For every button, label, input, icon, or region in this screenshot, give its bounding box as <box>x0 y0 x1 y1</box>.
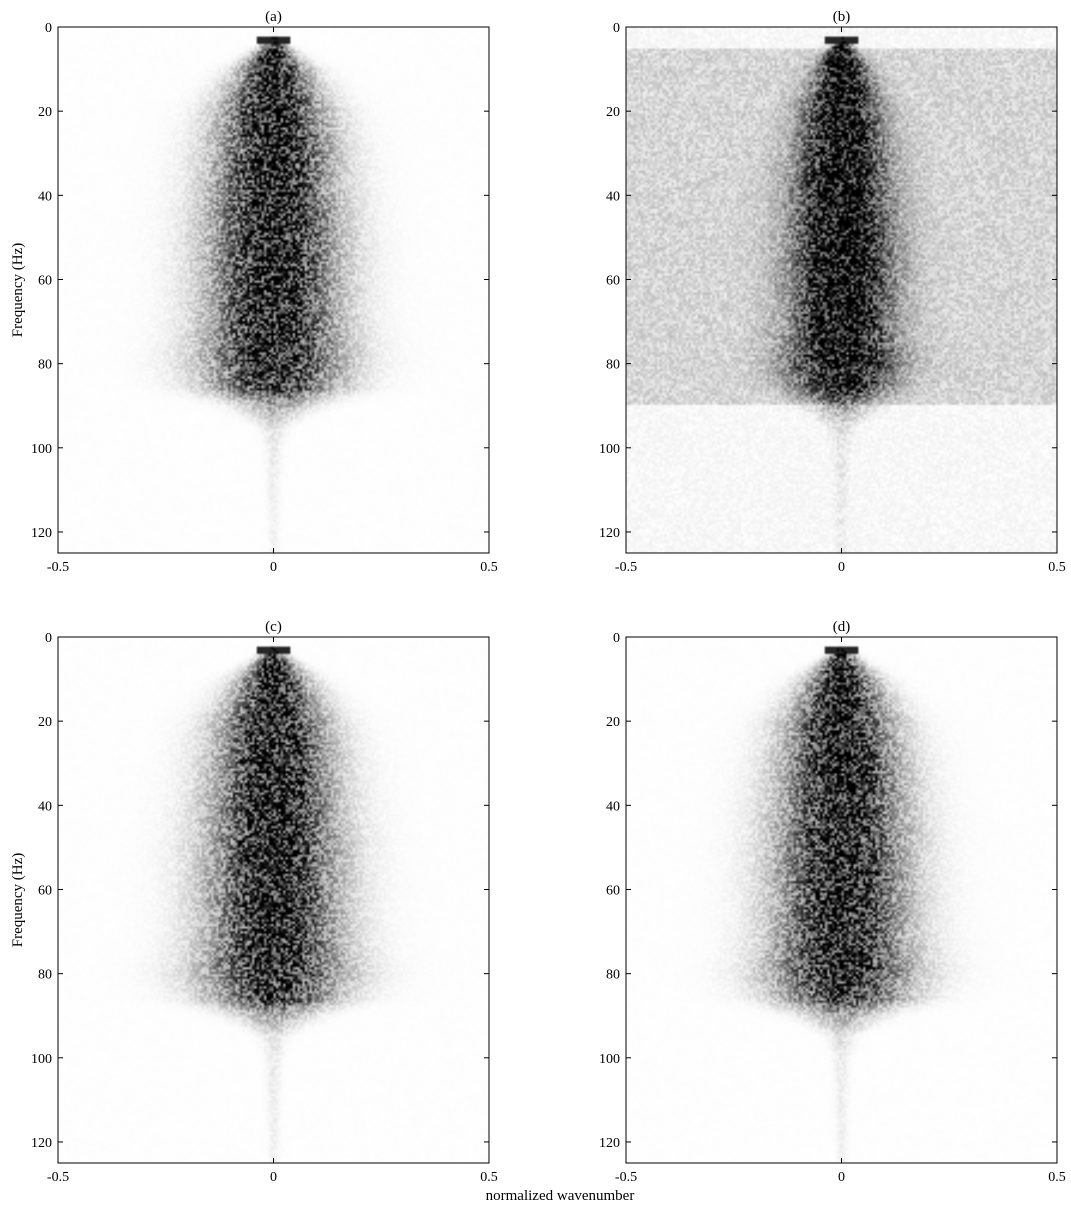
ytick-label: 20 <box>606 715 620 730</box>
panel-title: (a) <box>265 9 282 25</box>
ytick-label: 80 <box>38 968 52 983</box>
ytick-label: 120 <box>31 526 52 541</box>
xtick-label: -0.5 <box>615 560 637 575</box>
ytick-label: 60 <box>606 273 620 288</box>
xtick-label: 0.5 <box>1048 560 1066 575</box>
ytick-label: 60 <box>606 883 620 898</box>
xtick-label: 0.5 <box>480 1170 498 1185</box>
panel-4: 0 20 40 60 80 100 120 -0.5 0 0.5 (d) <box>599 619 1066 1185</box>
panel-title: (c) <box>265 619 282 635</box>
y-axis-title: Frequency (Hz) <box>10 243 26 338</box>
ytick-label: 100 <box>31 1052 52 1067</box>
ytick-label: 0 <box>613 631 620 646</box>
panel-2: 0 20 40 60 80 100 120 -0.5 0 0.5 (b) <box>599 9 1066 575</box>
panel-title: (d) <box>833 619 851 635</box>
xtick-label: 0 <box>270 560 277 575</box>
ytick-label: 120 <box>31 1136 52 1151</box>
heatmap-image-2 <box>626 27 1057 553</box>
ytick-label: 120 <box>599 1136 620 1151</box>
ytick-label: 20 <box>38 715 52 730</box>
xtick-label: -0.5 <box>615 1170 637 1185</box>
xtick-label: -0.5 <box>47 560 69 575</box>
ytick-label: 40 <box>38 189 52 204</box>
ytick-label: 20 <box>38 105 52 120</box>
figure-xlabel: normalized wavenumber <box>486 1188 635 1204</box>
ytick-label: 40 <box>38 799 52 814</box>
panel-1: 0 20 40 60 80 100 120 -0.5 0 0.5 (a) Frequency (Hz) <box>10 9 498 575</box>
ytick-label: 120 <box>599 526 620 541</box>
ytick-label: 80 <box>606 968 620 983</box>
xtick-label: 0.5 <box>1048 1170 1066 1185</box>
heatmap-image-4 <box>626 637 1057 1163</box>
ytick-label: 100 <box>599 442 620 457</box>
heatmap-image-1 <box>58 27 489 553</box>
xtick-label: 0 <box>838 560 845 575</box>
ytick-label: 100 <box>31 442 52 457</box>
panel-3: 0 20 40 60 80 100 120 -0.5 0 0.5 (c) Frequency (Hz) <box>10 619 498 1185</box>
xtick-label: 0.5 <box>480 560 498 575</box>
ytick-label: 60 <box>38 273 52 288</box>
xtick-label: -0.5 <box>47 1170 69 1185</box>
heatmap-image-3 <box>58 637 489 1163</box>
ytick-label: 0 <box>45 631 52 646</box>
ytick-label: 80 <box>38 358 52 373</box>
y-axis-title: Frequency (Hz) <box>10 853 26 948</box>
xtick-label: 0 <box>838 1170 845 1185</box>
ytick-label: 20 <box>606 105 620 120</box>
xtick-label: 0 <box>270 1170 277 1185</box>
ytick-label: 0 <box>613 21 620 36</box>
panels-group: 0 20 40 60 80 100 120 -0.5 0 0.5 (a) Frequency (Hz)… <box>10 9 1066 1185</box>
panel-title: (b) <box>833 9 851 25</box>
ytick-label: 60 <box>38 883 52 898</box>
ytick-label: 0 <box>45 21 52 36</box>
ytick-label: 40 <box>606 189 620 204</box>
ytick-label: 100 <box>599 1052 620 1067</box>
ytick-label: 40 <box>606 799 620 814</box>
ytick-label: 80 <box>606 358 620 373</box>
